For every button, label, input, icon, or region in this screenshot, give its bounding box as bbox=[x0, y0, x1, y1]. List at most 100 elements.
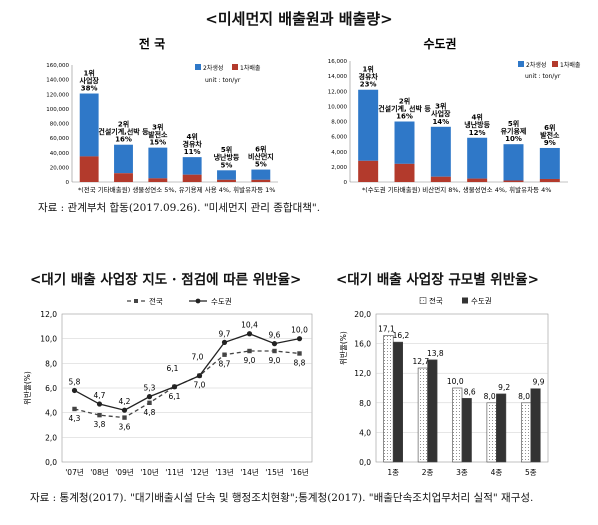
data-label: 6,1 bbox=[169, 392, 181, 401]
bar-label: 1위 bbox=[84, 68, 95, 77]
legend: 2차생성 1차배출 bbox=[518, 61, 581, 69]
chart-capital-emissions: 수도권 2차생성 1차배출 unit : ton/yr 0 2,000 4,000 6… bbox=[328, 37, 581, 194]
main-title: <미세먼지 배출원과 배출량> bbox=[205, 10, 393, 28]
bar-secondary bbox=[148, 147, 168, 179]
bar-label: 사업장 bbox=[80, 76, 100, 85]
data-label: 3,8 bbox=[94, 420, 106, 429]
data-point bbox=[146, 394, 153, 400]
bar-label: 6위 bbox=[255, 144, 266, 153]
bar-primary bbox=[182, 174, 202, 182]
data-label: 10,0 bbox=[447, 377, 464, 386]
data-label: 9,0 bbox=[269, 356, 281, 365]
data-point bbox=[122, 415, 127, 420]
unit-label: unit : ton/yr bbox=[525, 73, 561, 80]
data-label: 10,4 bbox=[241, 321, 258, 330]
bar-secondary bbox=[114, 144, 133, 174]
bar-label: 5% bbox=[255, 161, 267, 169]
y-axis-label: 위반율(%) bbox=[23, 371, 32, 405]
legend-item: 2차생성 bbox=[203, 64, 223, 72]
bar-label: 발전소 bbox=[540, 130, 560, 139]
y-tick-label: 4,000 bbox=[331, 150, 347, 156]
bar-primary bbox=[430, 176, 451, 182]
data-label: 9,7 bbox=[219, 329, 231, 338]
bar-primary bbox=[217, 179, 236, 182]
bar-secondary bbox=[539, 147, 560, 179]
data-point bbox=[171, 384, 178, 390]
y-tick-label: 2,000 bbox=[331, 165, 347, 171]
bar-capital bbox=[496, 393, 507, 463]
bar-label: 경유차 bbox=[359, 72, 379, 81]
y-tick-label: 4,0 bbox=[359, 428, 371, 437]
bar-secondary bbox=[251, 169, 271, 180]
bar-label: 16% bbox=[115, 136, 132, 144]
y-tick-label: 2,0 bbox=[45, 433, 57, 442]
chart-violation-trend: 0,0 2,0 4,0 6,0 8,0 10,0 12,0 위반율(%) '07년 '08년 '09… bbox=[23, 296, 313, 477]
bar-secondary bbox=[79, 93, 99, 157]
y-tick-label: 16,000 bbox=[328, 59, 348, 65]
chart-title: 수도권 bbox=[423, 37, 456, 51]
chart-violation-by-size: 0,0 4,0 8,0 12,0 16,0 20,0 위반율(%) 1종 17,116,2 2종 1… bbox=[339, 296, 549, 477]
data-label: 8,8 bbox=[294, 358, 306, 367]
bar-label: 3위 bbox=[152, 122, 163, 131]
data-label: 12,7 bbox=[412, 357, 429, 366]
bar-secondary bbox=[430, 126, 451, 177]
data-label: 3,6 bbox=[119, 423, 131, 432]
bar-label: 냉난방등 bbox=[464, 120, 490, 129]
y-tick-label: 40,000 bbox=[50, 151, 70, 157]
x-tick-label: '11년 bbox=[165, 467, 184, 477]
bar-national bbox=[486, 402, 497, 463]
x-tick-label: '13년 bbox=[215, 467, 234, 477]
bar-primary bbox=[503, 180, 524, 182]
bar-label: 23% bbox=[360, 81, 377, 89]
legend: 2차생성 1차배출 bbox=[195, 64, 261, 72]
y-tick-label: 0 bbox=[344, 180, 348, 186]
bar-capital bbox=[427, 359, 438, 463]
y-tick-label: 10,000 bbox=[328, 104, 348, 110]
y-axis-label: 위반율(%) bbox=[339, 331, 348, 365]
data-label: 9,0 bbox=[244, 356, 256, 365]
legend-marker bbox=[195, 298, 201, 304]
bar-label: 비산먼지 bbox=[248, 152, 274, 161]
bar-secondary bbox=[358, 89, 379, 161]
bar-national bbox=[521, 402, 532, 463]
y-tick-label: 8,0 bbox=[359, 399, 371, 408]
bar-label: 유기용제 bbox=[501, 127, 527, 136]
data-label: 13,8 bbox=[427, 349, 444, 358]
y-tick-label: 0,0 bbox=[359, 458, 371, 467]
bar-primary bbox=[467, 178, 488, 182]
data-point bbox=[271, 341, 278, 347]
x-tick-label: 5종 bbox=[525, 468, 537, 477]
bar-label: 4위 bbox=[472, 113, 483, 122]
bar-label: 38% bbox=[81, 85, 98, 93]
y-tick-label: 80,000 bbox=[50, 122, 70, 128]
y-tick-label: 12,0 bbox=[40, 310, 57, 319]
bar-primary bbox=[394, 163, 415, 182]
bar-primary bbox=[539, 178, 560, 182]
y-tick-label: 8,0 bbox=[45, 359, 57, 368]
data-label: 8,0 bbox=[518, 392, 530, 401]
data-point bbox=[272, 348, 277, 354]
bar-label: 5% bbox=[221, 161, 233, 169]
data-label: 9,2 bbox=[498, 383, 510, 392]
bar-label: 9% bbox=[544, 139, 556, 147]
x-tick-label: '09년 bbox=[115, 467, 134, 477]
x-tick-label: '14년 bbox=[240, 467, 259, 477]
data-point bbox=[72, 406, 77, 412]
legend-item: 수도권 bbox=[471, 297, 492, 306]
y-tick-label: 14,000 bbox=[328, 74, 348, 80]
legend-item: 1차배출 bbox=[240, 64, 261, 72]
data-label: 7,0 bbox=[192, 353, 204, 362]
x-tick-label: 1종 bbox=[387, 468, 399, 477]
y-tick-label: 4,0 bbox=[45, 409, 57, 418]
y-tick-label: 60,000 bbox=[50, 136, 70, 142]
bar-primary bbox=[79, 156, 99, 182]
bar-label: 2위 bbox=[118, 120, 129, 129]
y-tick-label: 6,0 bbox=[45, 384, 57, 393]
bar-label: 냉난방등 bbox=[214, 153, 240, 162]
data-point bbox=[196, 373, 203, 379]
bar-label: 2위 bbox=[399, 96, 410, 105]
data-label: 4,7 bbox=[94, 391, 106, 400]
series-line-capital bbox=[74, 333, 300, 411]
data-label: 5,3 bbox=[144, 384, 156, 393]
data-label: 4,2 bbox=[119, 397, 131, 406]
